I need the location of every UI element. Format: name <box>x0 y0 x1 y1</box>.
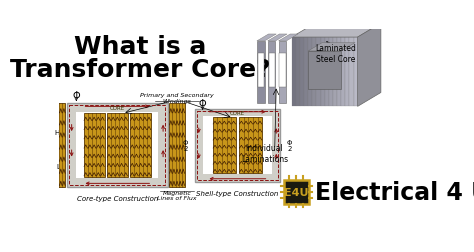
Text: Shell-type Construction: Shell-type Construction <box>196 190 279 196</box>
Bar <box>308 52 341 90</box>
Text: Magnetic
Lines of Flux: Magnetic Lines of Flux <box>157 190 197 201</box>
Text: Laminated
Steel Core: Laminated Steel Core <box>316 44 356 63</box>
Text: E4U: E4U <box>284 187 309 197</box>
Bar <box>312 38 317 107</box>
Bar <box>308 38 312 107</box>
Bar <box>296 38 300 107</box>
Bar <box>67 103 168 187</box>
Bar <box>345 38 349 107</box>
Text: Individual
Laminations: Individual Laminations <box>241 144 288 163</box>
Text: CORE: CORE <box>230 111 245 116</box>
Bar <box>202 117 273 174</box>
Polygon shape <box>292 24 381 38</box>
Bar <box>84 113 105 177</box>
Bar <box>337 38 341 107</box>
Bar <box>107 113 128 177</box>
Bar <box>197 112 278 180</box>
Polygon shape <box>268 35 287 42</box>
Bar <box>195 109 280 182</box>
Bar <box>50 103 65 187</box>
Text: Electrical 4 U: Electrical 4 U <box>315 180 474 204</box>
Bar <box>333 38 337 107</box>
Bar <box>169 103 185 187</box>
Bar <box>325 38 329 107</box>
Bar <box>341 38 345 107</box>
Bar <box>320 38 325 107</box>
Polygon shape <box>279 35 298 42</box>
Text: Core-type Construction: Core-type Construction <box>77 195 158 201</box>
Bar <box>213 118 236 174</box>
Bar <box>268 42 275 103</box>
Bar <box>329 38 333 107</box>
Polygon shape <box>357 24 381 107</box>
Bar <box>292 38 296 107</box>
Bar <box>284 180 309 204</box>
Polygon shape <box>308 43 355 52</box>
Text: Φ: Φ <box>73 90 80 100</box>
Text: Φ
2: Φ 2 <box>183 140 188 151</box>
Text: Primary and Secondary
Windings: Primary and Secondary Windings <box>140 92 214 103</box>
Bar <box>257 42 264 103</box>
Text: CORE: CORE <box>110 105 125 110</box>
Text: LV: LV <box>57 163 64 169</box>
Text: Φ
2: Φ 2 <box>287 140 292 151</box>
Bar <box>349 38 354 107</box>
Bar <box>279 54 285 88</box>
Bar <box>354 38 357 107</box>
Text: Transformer Core?: Transformer Core? <box>10 58 271 82</box>
Text: Φ: Φ <box>199 98 207 108</box>
Bar <box>268 54 275 88</box>
Bar <box>317 38 320 107</box>
Text: HV: HV <box>55 130 64 136</box>
Bar <box>69 105 165 185</box>
Bar <box>300 38 304 107</box>
Polygon shape <box>257 35 276 42</box>
Text: What is a: What is a <box>74 35 207 59</box>
Bar <box>258 54 264 88</box>
Bar <box>76 112 158 178</box>
Bar <box>130 113 151 177</box>
Bar <box>304 38 308 107</box>
Bar <box>239 118 262 174</box>
Bar <box>279 42 286 103</box>
